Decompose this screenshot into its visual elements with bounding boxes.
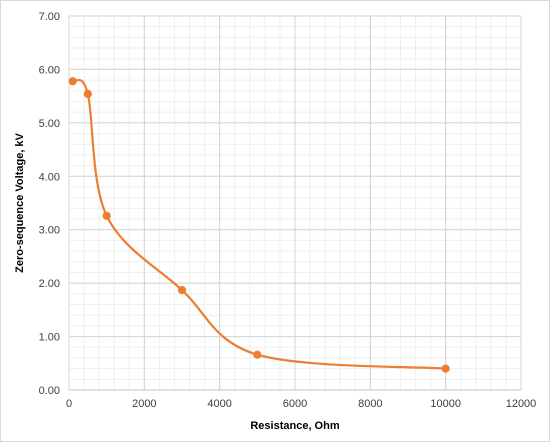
- data-point: [177, 285, 187, 295]
- data-point: [102, 211, 111, 220]
- y-tick-label: 7.00: [39, 11, 60, 23]
- data-point: [441, 364, 450, 373]
- x-tick-label: 8000: [358, 398, 382, 410]
- series-layer: [68, 77, 450, 373]
- x-tick-label: 4000: [207, 398, 231, 410]
- x-axis-tick-labels: 0 2000 4000 6000 8000 10000 12000: [66, 398, 536, 410]
- data-point: [68, 77, 77, 86]
- major-gridlines: [68, 15, 522, 391]
- x-tick-label: 10000: [430, 398, 461, 410]
- y-tick-label: 3.00: [39, 225, 60, 237]
- y-tick-label: 2.00: [39, 278, 60, 290]
- y-axis-tick-labels: 0.00 1.00 2.00 3.00 4.00 5.00 6.00 7.00: [39, 11, 60, 397]
- data-point: [253, 350, 262, 359]
- y-tick-label: 1.00: [39, 332, 60, 344]
- y-tick-label: 5.00: [39, 118, 60, 130]
- x-tick-label: 12000: [506, 398, 537, 410]
- x-tick-label: 2000: [132, 398, 156, 410]
- x-tick-label: 0: [66, 398, 72, 410]
- x-axis-title: Resistance, Ohm: [250, 420, 339, 432]
- y-axis-title: Zero-sequence Voltage, kV: [14, 132, 26, 272]
- y-tick-label: 6.00: [39, 64, 60, 76]
- data-point: [83, 89, 92, 99]
- y-tick-label: 0.00: [39, 385, 60, 397]
- x-tick-label: 6000: [283, 398, 307, 410]
- y-tick-label: 4.00: [39, 171, 60, 183]
